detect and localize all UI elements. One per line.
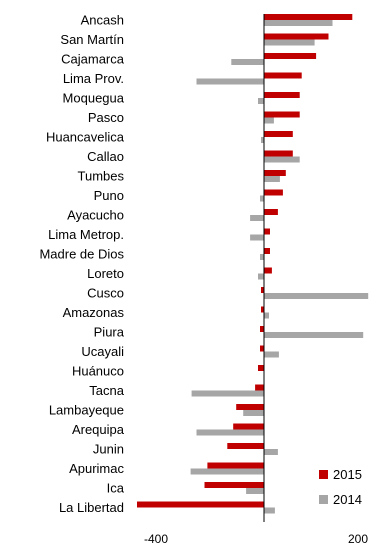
bar-2014-7: [264, 156, 300, 163]
bar-2015-2: [264, 53, 317, 59]
category-label: Callao: [87, 149, 124, 164]
bar-2015-12: [264, 248, 270, 254]
bar-2014-14: [264, 293, 369, 299]
bar-2014-12: [260, 254, 264, 260]
bar-2015-22: [227, 443, 264, 449]
bar-2015-4: [264, 92, 300, 98]
bar-2014-0: [264, 20, 333, 26]
bar-2014-4: [258, 98, 264, 104]
category-label: Huánuco: [72, 364, 124, 379]
bar-2014-25: [264, 507, 275, 514]
legend-label-2015: 2015: [333, 467, 362, 482]
category-label: Apurimac: [69, 461, 124, 476]
bar-2014-8: [264, 176, 280, 182]
bar-2015-7: [264, 150, 293, 157]
bar-2014-15: [264, 312, 269, 319]
category-label: Arequipa: [72, 422, 125, 437]
bar-2015-0: [264, 14, 353, 20]
bar-2015-16: [260, 326, 264, 332]
bar-2015-14: [261, 287, 264, 293]
bar-2014-17: [264, 351, 279, 358]
category-label: Moquegua: [63, 91, 125, 106]
category-label: Lambayeque: [49, 403, 124, 418]
bar-2014-22: [264, 449, 278, 455]
bar-2014-11: [250, 234, 264, 241]
bar-2015-1: [264, 33, 329, 40]
bar-2014-3: [196, 78, 264, 85]
bar-2015-11: [264, 228, 270, 235]
legend-swatch-2014: [319, 495, 328, 504]
bar-2015-10: [264, 209, 278, 215]
category-label: Ayacucho: [67, 208, 124, 223]
bar-2014-16: [264, 332, 364, 338]
category-label: Pasco: [88, 110, 124, 125]
bar-2014-24: [246, 488, 264, 494]
category-label: Huancavelica: [46, 130, 125, 145]
category-label: Piura: [94, 325, 125, 340]
x-tick-label: -400: [144, 532, 168, 546]
category-label: Ucayali: [81, 344, 124, 359]
category-label: Tumbes: [78, 169, 125, 184]
bar-2014-21: [196, 429, 264, 436]
bar-2015-13: [264, 267, 272, 274]
category-label: Lima Metrop.: [48, 227, 124, 242]
category-label: La Libertad: [59, 500, 124, 515]
category-label: Cajamarca: [61, 52, 125, 67]
bar-2014-10: [250, 215, 264, 221]
bars-group: [137, 14, 369, 514]
bar-2014-13: [258, 273, 264, 280]
category-label: Ica: [107, 481, 125, 496]
bar-2015-21: [233, 423, 264, 430]
bar-2014-1: [264, 39, 315, 46]
bar-2014-20: [243, 410, 264, 416]
category-label: Ancash: [81, 13, 124, 28]
category-label: Amazonas: [63, 305, 125, 320]
bar-2015-6: [264, 131, 293, 137]
bar-2014-19: [191, 390, 264, 397]
bar-2015-24: [204, 482, 264, 488]
bar-2015-3: [264, 72, 302, 79]
bar-2014-5: [264, 117, 274, 124]
legend: 2015 2014: [319, 467, 362, 507]
category-label: Tacna: [89, 383, 124, 398]
category-label: Lima Prov.: [63, 71, 124, 86]
bar-2015-20: [236, 404, 264, 410]
category-label: Madre de Dios: [39, 247, 124, 262]
bar-2015-19: [255, 384, 264, 391]
bar-2015-25: [137, 501, 264, 508]
category-label: Junin: [93, 442, 124, 457]
category-label: San Martín: [60, 32, 124, 47]
bar-2015-5: [264, 111, 300, 118]
bar-2014-9: [260, 195, 264, 202]
bar-2015-17: [260, 345, 264, 352]
category-label: Cusco: [87, 286, 124, 301]
category-labels: Ancash San Martín Cajamarca Lima Prov. Moque…: [39, 13, 124, 516]
bar-2015-8: [264, 170, 286, 176]
bar-2015-18: [258, 365, 264, 371]
bar-2015-15: [261, 306, 264, 313]
category-label: Puno: [94, 188, 124, 203]
legend-label-2014: 2014: [333, 492, 362, 507]
bar-2014-6: [261, 137, 264, 143]
bar-2014-23: [190, 468, 264, 475]
bar-2014-2: [231, 59, 264, 65]
x-tick-labels: -400 200: [144, 532, 368, 546]
x-tick-label: 200: [348, 532, 368, 546]
legend-swatch-2015: [319, 470, 328, 479]
bar-2015-23: [207, 462, 264, 469]
bar-2015-9: [264, 189, 283, 196]
category-label: Loreto: [87, 266, 124, 281]
